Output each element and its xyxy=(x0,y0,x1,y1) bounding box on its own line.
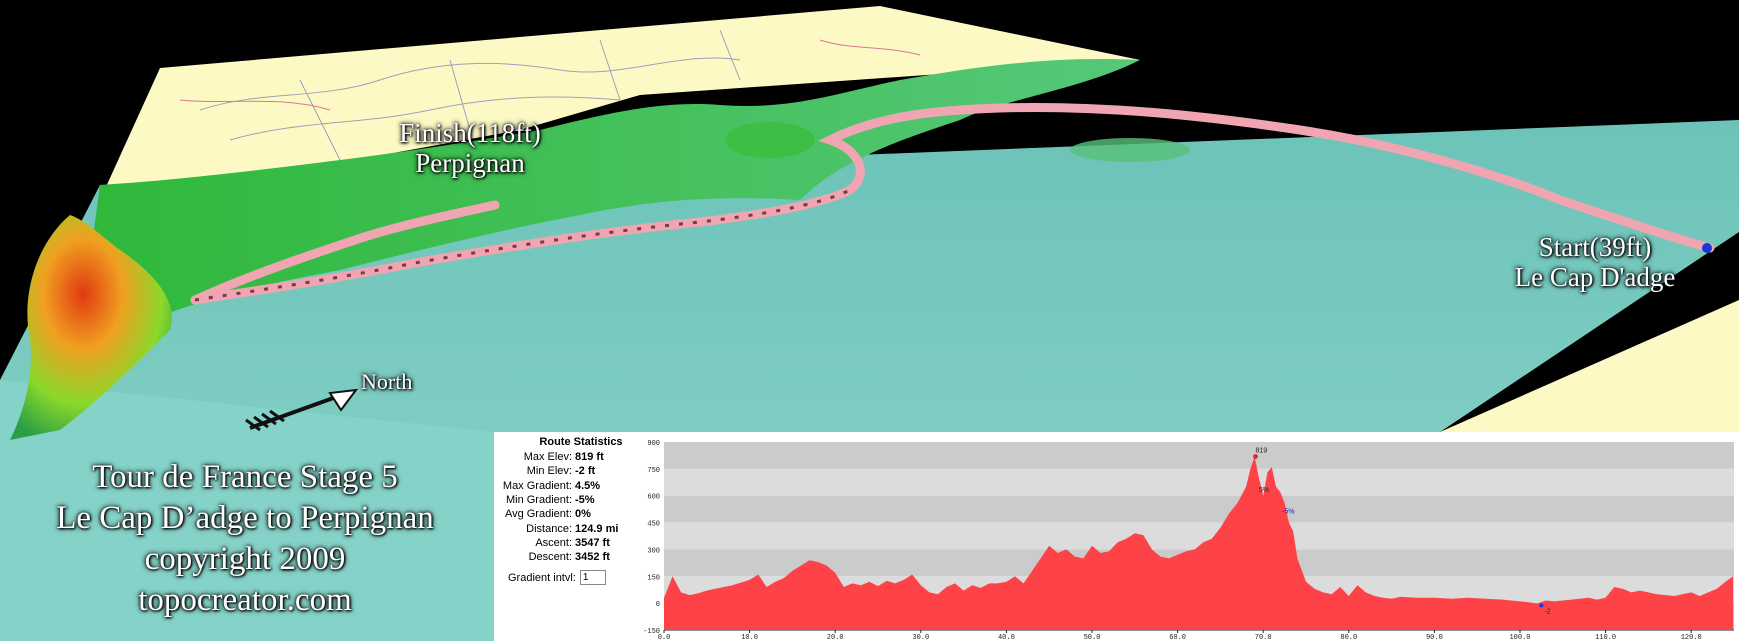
min-elevation-marker xyxy=(1539,603,1544,608)
profile-annotation: 5% xyxy=(1259,487,1269,494)
finish-town: Perpignan xyxy=(415,148,525,179)
stat-value: -5% xyxy=(575,494,595,507)
start-marker xyxy=(1702,243,1712,253)
gradient-interval-label: Gradient intvl: xyxy=(508,571,576,584)
elevation-profile-chart: 900 750 600 450 300 150 0 -150 0.0 10.0 20.0 30.0 4… xyxy=(644,432,1739,641)
y-tick-label: 300 xyxy=(647,547,660,555)
x-tick-label: 20.0 xyxy=(827,634,844,641)
stat-row: Max Elev: 819 ft xyxy=(494,450,644,464)
road-network xyxy=(179,29,921,161)
profile-annotation: -2 xyxy=(1544,609,1550,616)
x-tick-label: 50.0 xyxy=(1084,634,1101,641)
x-tick-label: 80.0 xyxy=(1340,634,1357,641)
hill-cluster-east xyxy=(1070,138,1190,162)
stat-row: Min Elev: -2 ft xyxy=(494,464,644,478)
gradient-interval-input[interactable] xyxy=(579,570,606,586)
title-line-2: Le Cap D’adge to Perpignan xyxy=(56,500,434,536)
route-statistics-panel: Route Statistics Max Elev: 819 ft Min Elev… xyxy=(494,432,644,641)
y-tick-label: 0 xyxy=(656,601,660,609)
x-tick-label: 90.0 xyxy=(1426,634,1443,641)
profile-annotation: -5% xyxy=(1282,509,1294,516)
stat-label: Ascent: xyxy=(535,536,572,549)
pyrenees-relief xyxy=(10,215,172,440)
finish-label: Finish(118ft) Perpignan xyxy=(370,118,570,178)
max-elevation-marker xyxy=(1253,454,1258,459)
y-tick-label: 900 xyxy=(647,440,660,448)
start-town: Le Cap D'adge xyxy=(1514,262,1676,293)
stat-value: -2 ft xyxy=(575,465,596,478)
x-tick-label: 110.0 xyxy=(1595,634,1616,641)
stat-row: Min Gradient: -5% xyxy=(494,493,644,507)
stat-value: 4.5% xyxy=(575,479,601,492)
map-paper xyxy=(100,6,1140,200)
start-label: Start(39ft) Le Cap D'adge xyxy=(1480,232,1710,292)
x-tick-label: 60.0 xyxy=(1169,634,1186,641)
x-tick-label: 100.0 xyxy=(1509,634,1530,641)
title-block: Tour de France Stage 5 Le Cap D’adge to … xyxy=(0,457,490,621)
title-line-3: copyright 2009 xyxy=(144,541,346,577)
y-tick-label: 450 xyxy=(647,521,660,529)
stat-row: Descent: 3452 ft xyxy=(494,550,644,564)
start-elevation: Start(39ft) xyxy=(1538,232,1652,262)
x-tick-label: 40.0 xyxy=(998,634,1015,641)
elevation-area xyxy=(664,456,1734,630)
x-tick-label: 10.0 xyxy=(741,634,758,641)
stat-label: Distance: xyxy=(526,522,572,535)
x-tick-label: 120.0 xyxy=(1681,634,1702,641)
stat-row: Max Gradient: 4.5% xyxy=(494,479,644,493)
stat-label: Avg Gradient: xyxy=(504,508,572,521)
stat-value: 3452 ft xyxy=(575,551,610,564)
sea-lower-left xyxy=(0,380,494,641)
finish-elevation: Finish(118ft) xyxy=(399,118,541,148)
stat-row: Avg Gradient: 0% xyxy=(494,507,644,521)
grid-band xyxy=(664,468,1734,496)
x-tick-label: 70.0 xyxy=(1255,634,1272,641)
sea-surface xyxy=(0,120,1739,641)
y-tick-label: 750 xyxy=(647,467,660,475)
hill-cluster xyxy=(725,122,815,158)
route-line xyxy=(190,102,1715,305)
stat-value: 0% xyxy=(575,508,591,521)
map-paper-corner xyxy=(1440,300,1739,432)
stat-row: Distance: 124.9 mi xyxy=(494,521,644,535)
stat-label: Max Elev: xyxy=(523,451,572,464)
stat-label: Min Elev: xyxy=(526,465,572,478)
y-tick-label: 150 xyxy=(647,574,660,582)
profile-annotation: 819 xyxy=(1255,448,1267,455)
stat-label: Descent: xyxy=(528,551,572,564)
gradient-interval-row: Gradient intvl: xyxy=(494,570,644,586)
x-tick-label: 0.0 xyxy=(658,634,671,641)
stats-heading: Route Statistics xyxy=(539,436,623,448)
grid-band xyxy=(664,495,1734,523)
grid-band xyxy=(664,442,1734,469)
north-arrow-icon xyxy=(245,388,359,432)
stat-value: 124.9 mi xyxy=(575,522,619,535)
y-tick-label: -150 xyxy=(644,628,660,636)
title-line-1: Tour de France Stage 5 xyxy=(92,459,398,495)
stat-value: 3547 ft xyxy=(575,536,610,549)
title-line-4: topocreator.com xyxy=(138,582,352,618)
north-label: North xyxy=(361,369,413,394)
stat-row: Ascent: 3547 ft xyxy=(494,536,644,550)
route-markers xyxy=(194,188,851,302)
stat-label: Min Gradient: xyxy=(505,494,572,507)
y-tick-label: 600 xyxy=(647,494,660,502)
x-tick-label: 30.0 xyxy=(912,634,929,641)
grid-band xyxy=(664,522,1734,550)
stat-value: 819 ft xyxy=(575,451,604,464)
stat-label: Max Gradient: xyxy=(502,479,572,492)
